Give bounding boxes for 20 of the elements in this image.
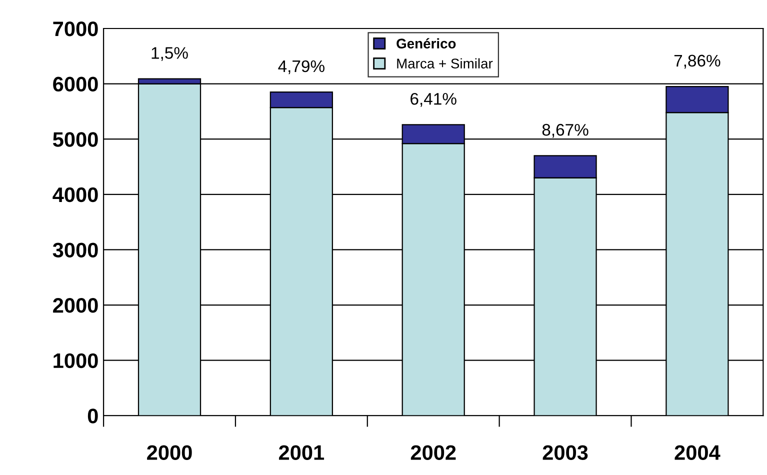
y-tick-label: 7000 xyxy=(53,22,98,36)
annotation: 4,79% xyxy=(278,60,324,74)
y-tick-label: 2000 xyxy=(53,298,98,313)
x-tick-label: 2000 xyxy=(147,445,192,460)
y-tick-label: 3000 xyxy=(52,242,98,258)
y-tick-label: 0 xyxy=(88,408,98,424)
legend-label: Genérico xyxy=(396,38,456,48)
x-tick-label: 2001 xyxy=(278,445,324,460)
x-tick-label: 2004 xyxy=(674,445,720,460)
y-tick-label: 4000 xyxy=(52,187,98,202)
y-tick-label: 6000 xyxy=(53,76,98,92)
annotation: 6,41% xyxy=(410,92,456,107)
x-tick-label: 2003 xyxy=(542,445,588,460)
annotation: 1,5% xyxy=(152,47,188,61)
legend-label: Marca + Similar xyxy=(397,58,493,68)
y-tick-label: 1000 xyxy=(54,353,98,368)
annotation: 7,86% xyxy=(674,54,720,69)
y-tick-label: 5000 xyxy=(52,132,98,147)
annotation: 8,67% xyxy=(542,124,588,138)
x-tick-label: 2002 xyxy=(410,445,456,460)
